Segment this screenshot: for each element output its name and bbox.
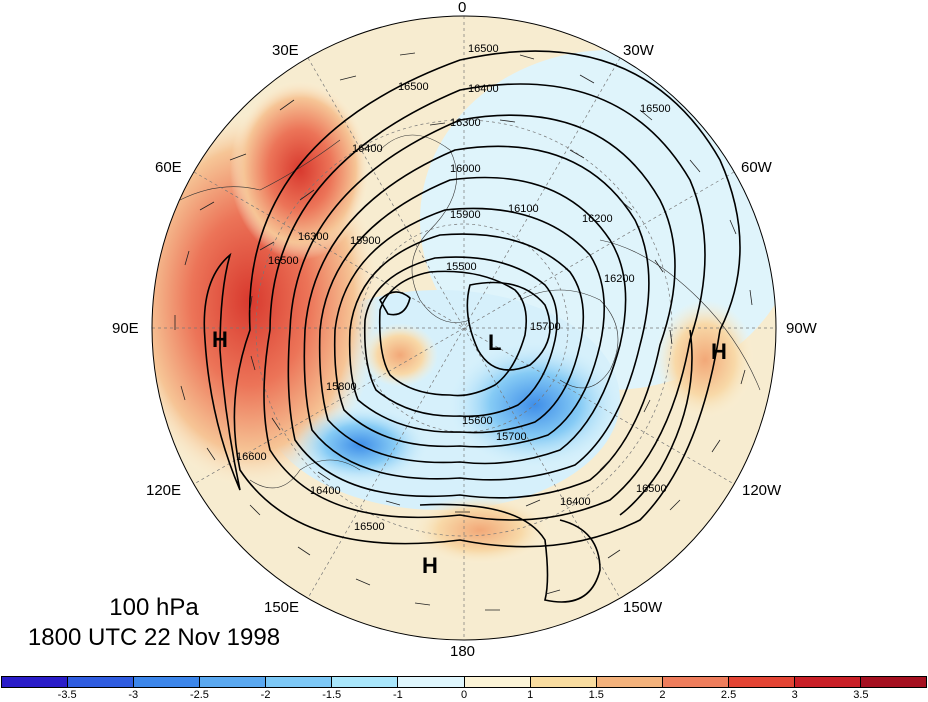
valid-time-caption: 1800 UTC 22 Nov 1998 (27, 624, 281, 651)
contour-label: 16200 (582, 213, 613, 225)
colorbar-tick-label: -2.5 (189, 689, 209, 701)
map-boundary (151, 15, 777, 641)
colorbar-tick-label: 0 (460, 689, 468, 701)
longitude-label: 30E (272, 42, 299, 59)
high-pressure-marker: H (212, 327, 228, 352)
contour-label: 16500 (398, 81, 429, 93)
colorbar-swatch (266, 677, 333, 687)
contour-label: 16400 (560, 496, 591, 508)
longitude-label: 120W (742, 482, 782, 499)
contour-label: 16000 (450, 163, 481, 175)
longitude-label: 90E (112, 320, 139, 337)
colorbar-swatch (134, 677, 201, 687)
pressure-level-caption: 100 hPa (109, 594, 199, 621)
contour-label: 15500 (446, 261, 477, 273)
contour-label: 16400 (352, 143, 383, 155)
longitude-label: 0 (458, 0, 466, 16)
contour-label: 15900 (350, 235, 381, 247)
contour-label-group: 16500 16500 16400 16300 16400 16200 1610… (236, 43, 671, 533)
colorbar-tick-label: -3.5 (57, 689, 77, 701)
colorbar-swatch (332, 677, 399, 687)
longitude-label: 120E (146, 482, 181, 499)
contour-label: 16100 (508, 203, 539, 215)
longitude-label: 180 (450, 643, 475, 660)
colorbar-ticks: -3.5 -3 -2.5 -2 -1.5 -1 0 1 1.5 2 2.5 3 3.5 (0, 689, 928, 702)
colorbar-tick-label: 2 (659, 689, 666, 701)
contour-label: 16500 (468, 43, 499, 55)
colorbar-tick-label: 1 (527, 689, 534, 701)
colorbar-tick-label: -1.5 (322, 689, 342, 701)
contour-label: 15700 (496, 431, 527, 443)
longitude-label: 150E (264, 599, 299, 616)
colorbar-tick-label: 2.5 (720, 689, 737, 701)
longitude-label: 60E (155, 159, 182, 176)
colorbar-swatch (596, 677, 663, 687)
colorbar-tick-label: -2 (260, 689, 271, 701)
contour-label: 15700 (530, 321, 561, 333)
contour-label: 16500 (354, 521, 385, 533)
colorbar-tick-label: -1 (392, 689, 403, 701)
contour-label: 16500 (636, 483, 667, 495)
longitude-labels: 0 30W 60W 90W 120W 150W 180 150E 120E 90… (112, 0, 818, 660)
colorbar-tick-label: 3.5 (853, 689, 869, 701)
contour-label: 15600 (462, 415, 493, 427)
longitude-label: 150W (623, 599, 663, 616)
longitude-label: 90W (786, 320, 818, 337)
colorbar-tick-label: 3 (791, 689, 798, 701)
height-contours (203, 50, 741, 603)
high-pressure-marker: H (422, 553, 438, 578)
colorbar-swatch (662, 677, 729, 687)
high-pressure-marker: H (711, 339, 727, 364)
colorbar-swatch (464, 677, 531, 687)
longitude-label: 60W (741, 159, 773, 176)
colorbar-swatch (2, 677, 69, 687)
contour-label: 16400 (310, 485, 341, 497)
colorbar-tick-label: -3 (128, 689, 139, 701)
low-pressure-marker: L (488, 330, 501, 355)
contour-label: 16500 (640, 103, 671, 115)
colorbar-tick-label: 1.5 (588, 689, 604, 701)
colorbar-swatch (530, 677, 597, 687)
longitude-label: 30W (623, 42, 655, 59)
contour-label: 15900 (450, 209, 481, 221)
contour-label: 16300 (450, 117, 481, 129)
colorbar-swatch (68, 677, 135, 687)
colorbar-swatch (398, 677, 465, 687)
colorbar-swatch (794, 677, 862, 687)
colorbar-swatch (728, 677, 795, 687)
wind-barbs (174, 52, 753, 611)
colorbar (1, 676, 927, 688)
contour-label: 15800 (326, 381, 357, 393)
contour-label: 16500 (268, 255, 299, 267)
contour-label: 16300 (298, 231, 329, 243)
contour-label: 16400 (468, 83, 499, 95)
colorbar-swatch (200, 677, 267, 687)
contour-label: 16200 (604, 273, 635, 285)
colorbar-swatch (861, 677, 927, 687)
contour-label: 16600 (236, 451, 267, 463)
